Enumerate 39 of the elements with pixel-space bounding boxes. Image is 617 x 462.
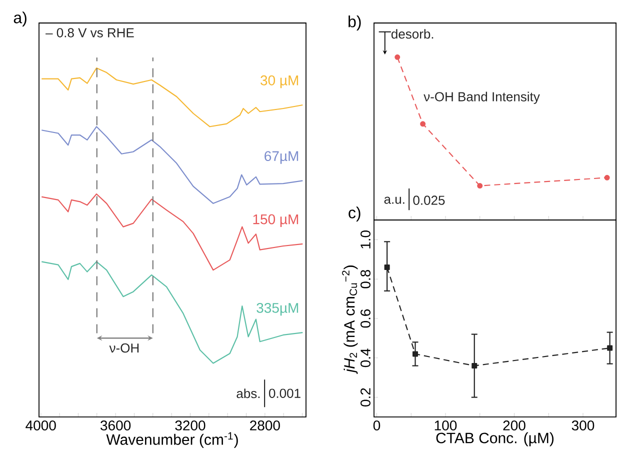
y-axis-title: jH$_{2}$ (mA cm$_{Cu}$$^{−2}$) — [342, 266, 358, 374]
annotation: ν-OH Band Intensity — [424, 92, 540, 104]
point — [477, 183, 483, 189]
y-tick-label: 0.4 — [360, 348, 370, 368]
text: desorb. — [391, 29, 434, 39]
x-tick-label: 100 — [434, 420, 457, 430]
y-tick-label: 1.0 — [360, 230, 370, 248]
x-tick-label: 200 — [503, 420, 526, 430]
series-label: 335µM — [256, 302, 298, 316]
y-tick-label: 0.2 — [360, 388, 370, 406]
x-tick-label: 0 — [373, 420, 380, 430]
point — [394, 54, 400, 60]
point — [420, 121, 426, 127]
y-tick-label: 0.8 — [360, 270, 370, 288]
x-axis-title: Wavenumber (cm$^{-1}$) — [106, 432, 238, 448]
annotation: 0.025 — [413, 196, 445, 205]
series-label: 67µM — [264, 151, 298, 164]
series-label: 30 µM — [260, 75, 298, 88]
x-tick-label: 2800 — [250, 420, 280, 430]
y-tick-label: 0.6 — [360, 309, 370, 328]
annotation: a.u. — [384, 196, 404, 204]
point — [607, 345, 613, 351]
point — [412, 351, 418, 357]
chart-title: b) — [348, 16, 361, 30]
x-tick-label: 3600 — [100, 420, 131, 430]
x-tick-label: 4000 — [26, 420, 56, 430]
annotation: ν-OH — [109, 343, 139, 353]
text: – 0.8 V vs RHE — [46, 28, 134, 38]
point — [384, 264, 390, 270]
x-tick-label: 300 — [572, 420, 594, 430]
series-label: 150 µM — [253, 214, 298, 227]
chart-title: a) — [14, 12, 26, 27]
chart-title: c) — [348, 206, 360, 222]
x-axis-title: CTAB Conc. (µM) — [436, 432, 554, 446]
annotation: abs. — [236, 388, 260, 398]
point — [472, 363, 478, 369]
annotation: 0.001 — [268, 388, 300, 398]
point — [604, 174, 610, 180]
x-tick-label: 3200 — [175, 420, 206, 430]
